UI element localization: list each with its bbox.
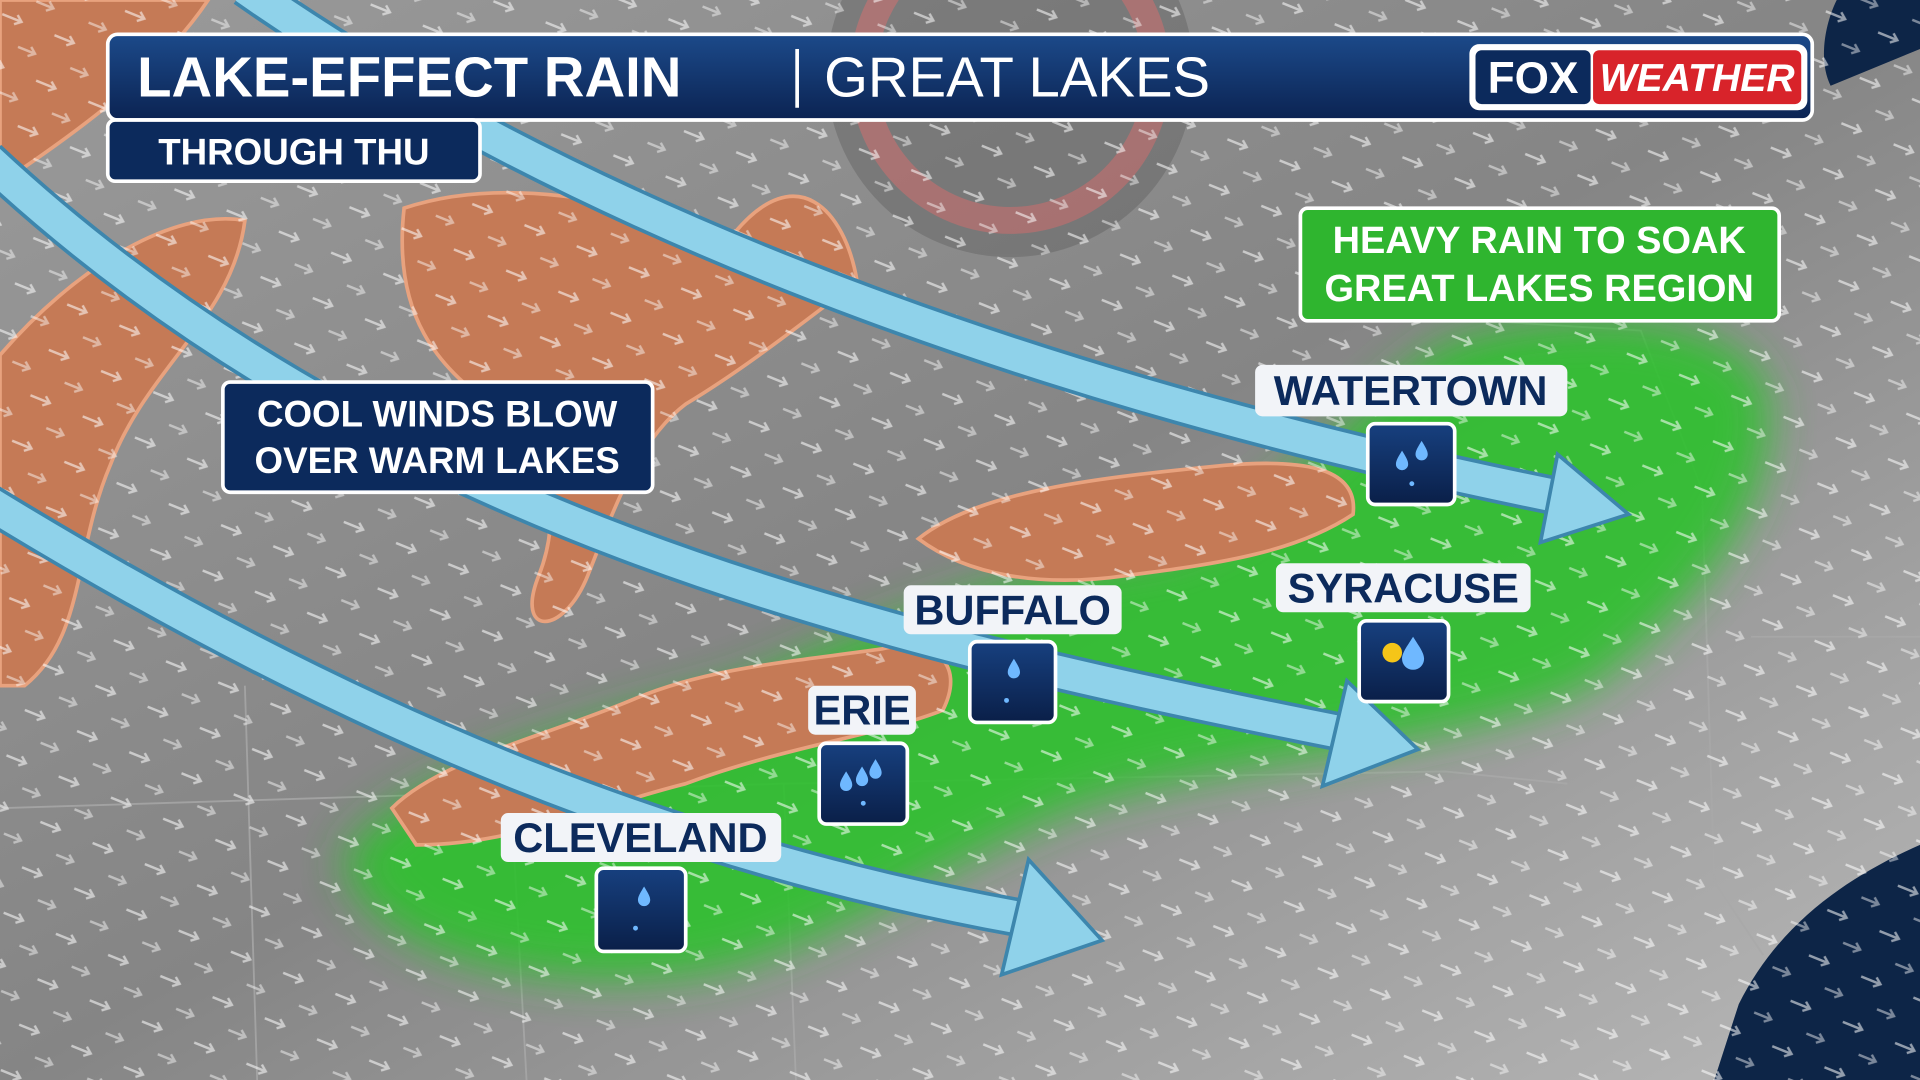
callout-line: HEAVY RAIN TO SOAK: [1333, 220, 1747, 262]
logo-left: FOX: [1488, 54, 1579, 103]
city: CLEVELAND: [500, 813, 782, 954]
city: WATERTOWN: [1255, 364, 1568, 507]
logo: FOX WEATHER: [1469, 44, 1808, 111]
city-label-box: [808, 685, 916, 735]
city: BUFFALO: [903, 585, 1122, 725]
subtitle-box: [105, 118, 482, 184]
winds-callout: COOL WINDS BLOW OVER WARM LAKES: [221, 380, 655, 495]
logo-right-bg: [1593, 50, 1802, 105]
callout-line: GREAT LAKES REGION: [1325, 268, 1754, 310]
logo-left-bg: [1475, 50, 1591, 105]
callout-box: [221, 380, 655, 495]
callout-line: OVER WARM LAKES: [255, 440, 620, 481]
subtitle: THROUGH THU: [158, 131, 429, 172]
city: SYRACUSE: [1275, 563, 1531, 704]
city-label: SYRACUSE: [1288, 564, 1519, 611]
city-label-box: [1275, 563, 1531, 613]
region: GREAT LAKES: [824, 46, 1210, 109]
city-label-box: [903, 585, 1122, 635]
rain-drop: [1402, 636, 1425, 670]
rain-drops: [840, 759, 882, 806]
sun: [1382, 642, 1403, 663]
city-label: BUFFALO: [914, 586, 1111, 633]
flow-arrow: [0, 144, 1422, 790]
city-label-box: [1255, 364, 1568, 417]
rain-drops: [633, 886, 651, 931]
title: LAKE-EFFECT RAIN: [137, 46, 681, 109]
city: ERIE: [808, 685, 916, 826]
rain-drops: [1004, 658, 1020, 703]
weather-icon: [1365, 421, 1457, 507]
header-bar: [105, 32, 1815, 122]
city-label-box: [500, 813, 782, 863]
flow-arrow: [0, 486, 1106, 978]
logo-right: WEATHER: [1600, 57, 1796, 100]
callout-box: [1298, 206, 1782, 323]
weather-icon: [594, 866, 688, 954]
city-label: WATERTOWN: [1274, 367, 1548, 414]
city-label: CLEVELAND: [513, 814, 767, 861]
rain-callout: HEAVY RAIN TO SOAK GREAT LAKES REGION: [1298, 206, 1782, 323]
city-label: ERIE: [813, 687, 910, 734]
rain-drops: [1395, 440, 1428, 487]
weather-icon: [967, 639, 1058, 725]
callout-line: COOL WINDS BLOW: [257, 393, 618, 434]
header: LAKE-EFFECT RAIN GREAT LAKES THROUGH THU…: [105, 32, 1815, 184]
